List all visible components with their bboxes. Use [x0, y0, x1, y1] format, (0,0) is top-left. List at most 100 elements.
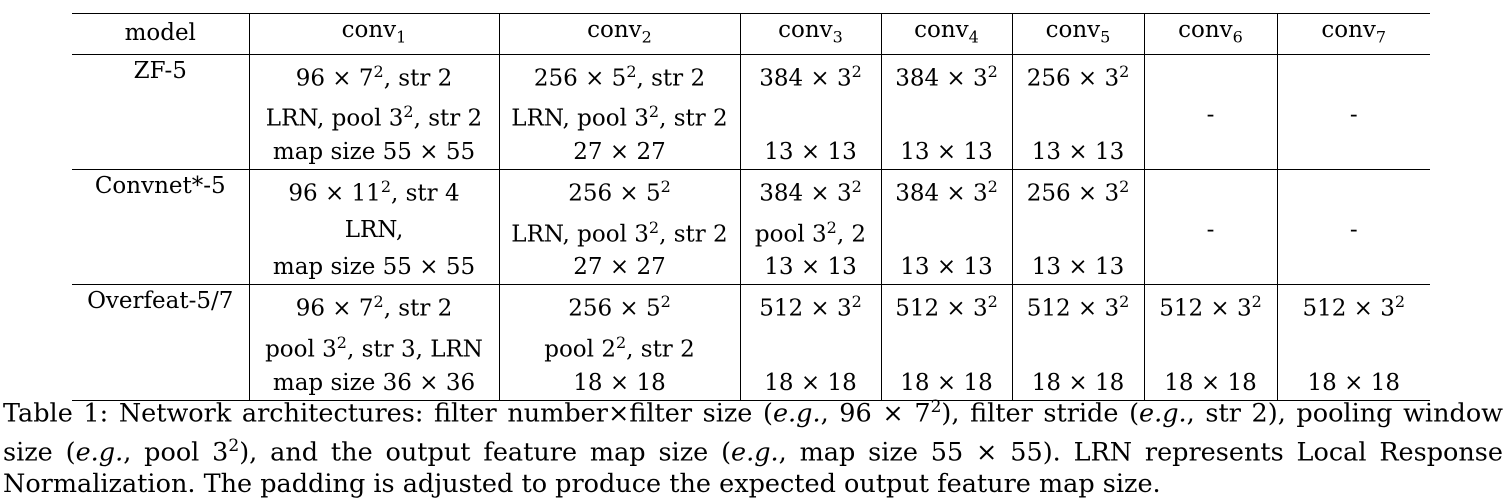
cell-superscript: 2	[626, 61, 637, 81]
cell-superscript: 2	[851, 176, 862, 196]
cell-conv4: 13 × 13	[880, 251, 1012, 285]
caption-text: Table 1: Network architectures: filter n…	[3, 398, 773, 429]
cell-conv4	[880, 210, 1012, 252]
cell-superscript: 2	[648, 102, 660, 122]
cell-conv1: map size 55 × 55	[248, 135, 499, 170]
cell-conv3: 18 × 18	[739, 366, 881, 401]
model-group-overfeat-5-7: Overfeat-5/7 96 × 72, str 2 256 × 52 512 × …	[72, 284, 1430, 401]
cell-conv5	[1011, 95, 1144, 136]
cell-text-suffix: , str 2	[636, 65, 706, 92]
table-row: LRN, LRN, pool 32, str 2 pool 32, 2--	[72, 210, 1430, 252]
cell-conv4	[880, 325, 1012, 367]
cell-text-suffix: , str 2	[383, 65, 453, 92]
cell-text: map size 55 × 55	[272, 138, 476, 165]
header-conv2: conv2	[498, 13, 740, 55]
cell-superscript: 2	[1119, 61, 1130, 81]
cell-conv1: 96 × 72, str 2	[248, 54, 499, 96]
table-row: pool 32, str 3, LRN pool 22, str 2	[72, 325, 1430, 367]
caption-text: , 96 × 7	[820, 398, 931, 429]
cell-text: 13 × 13	[1031, 254, 1125, 281]
caption-superscript: 2	[228, 435, 240, 456]
cell-conv6	[1143, 54, 1277, 96]
cell-conv1: LRN,	[248, 210, 499, 252]
header-subscript: 2	[641, 27, 652, 47]
cell-text: 96 × 11	[288, 180, 381, 207]
model-group-zf-5: ZF-5 96 × 72, str 2 256 × 52, str 2 384 × 3…	[72, 54, 1430, 170]
cell-text-suffix: , str 3, LRN	[346, 336, 483, 363]
cell-text: 13 × 13	[764, 138, 857, 165]
caption-text: , pool 3	[123, 437, 229, 467]
cell-conv7: 18 × 18	[1276, 366, 1430, 401]
cell-conv1: 96 × 112, str 4	[248, 169, 499, 211]
header-model: model	[124, 20, 196, 47]
cell-conv1: map size 55 × 55	[248, 251, 499, 285]
cell-conv3: 13 × 13	[739, 135, 881, 170]
cell-text: 384 × 3	[895, 180, 988, 207]
header-label: conv	[914, 17, 969, 43]
cell-text: 13 × 13	[1031, 138, 1125, 165]
table-row: map size 55 × 55 27 × 27 13 × 13 13 × 13 13 …	[72, 135, 1430, 170]
model-group-convnet-5: Convnet*-5 96 × 112, str 4 256 × 52 384 × 3…	[72, 169, 1430, 285]
cell-conv2: LRN, pool 32, str 2	[498, 95, 740, 136]
cell-conv2: 27 × 27	[498, 251, 740, 285]
cell-conv4: 512 × 32	[880, 284, 1012, 326]
architecture-table: model conv1 conv2 conv3 conv4 conv5 conv6 conv…	[72, 13, 1430, 401]
cell-superscript: 2	[1119, 176, 1130, 196]
cell-conv5: 13 × 13	[1011, 251, 1144, 285]
cell-conv7	[1276, 169, 1430, 211]
cell-conv3	[739, 325, 881, 367]
caption-text: ), and the output feature map size (	[239, 437, 732, 467]
caption-italic: e.g.	[1139, 398, 1187, 429]
cell-conv6	[1143, 169, 1277, 211]
cell-conv1: LRN, pool 32, str 2	[248, 95, 499, 136]
cell-superscript: 2	[373, 61, 384, 81]
caption-text: ), filter stride (	[941, 398, 1140, 429]
cell-superscript: 2	[373, 292, 384, 312]
cell-conv6: -	[1143, 210, 1277, 252]
cell-text: 18 × 18	[573, 369, 666, 396]
cell-conv7	[1276, 135, 1430, 170]
caption-italic: e.g.	[772, 398, 821, 429]
cell-conv3: 512 × 32	[739, 284, 881, 326]
cell-superscript: 2	[851, 61, 862, 81]
cell-conv7: 512 × 32	[1276, 284, 1430, 326]
cell-text: 384 × 3	[759, 180, 852, 207]
cell-text: 18 × 18	[1031, 369, 1125, 396]
header-label: conv	[587, 17, 642, 43]
header-label: conv	[1321, 17, 1376, 43]
cell-text: pool 3	[754, 221, 827, 248]
cell-text: 512 × 3	[1026, 295, 1120, 322]
table-row: LRN, pool 32, str 2 LRN, pool 32, str 2--	[72, 95, 1430, 136]
cell-conv1: 96 × 72, str 2	[248, 284, 499, 326]
cell-text: pool 2	[544, 336, 616, 363]
cell-superscript: 2	[1251, 292, 1262, 312]
cell-conv4: 18 × 18	[880, 366, 1012, 401]
cell-conv2: 18 × 18	[498, 366, 740, 401]
header-conv4: conv4	[880, 13, 1012, 55]
cell-conv6	[1143, 251, 1277, 285]
cell-superscript: 2	[1394, 292, 1406, 312]
cell-text: 96 × 7	[295, 65, 374, 92]
cell-superscript: 2	[648, 217, 660, 237]
table-row: map size 36 × 36 18 × 18 18 × 18 18 × 18 18 …	[72, 366, 1430, 401]
cell-conv4: 13 × 13	[880, 135, 1012, 170]
cell-conv6: 512 × 32	[1143, 284, 1277, 326]
cell-text: 96 × 7	[295, 295, 374, 322]
cell-conv6: -	[1143, 95, 1277, 136]
cell-text-suffix: , str 2	[659, 105, 728, 132]
cell-conv3: 384 × 32	[739, 169, 881, 211]
cell-superscript: 2	[380, 176, 391, 196]
header-label: conv	[1045, 17, 1101, 43]
cell-conv6	[1143, 325, 1277, 367]
cell-text-suffix: , str 2	[659, 221, 728, 248]
caption-text: , map size 55 × 55). LRN represents Loca…	[3, 437, 1503, 499]
cell-text: 384 × 3	[759, 65, 852, 92]
cell-conv4: 384 × 32	[880, 169, 1012, 211]
header-subscript: 1	[396, 27, 407, 47]
cell-text: 512 × 3	[1302, 295, 1395, 322]
header-subscript: 3	[832, 27, 843, 47]
cell-text: map size 36 × 36	[272, 369, 476, 396]
cell-text: 18 × 18	[900, 369, 993, 396]
cell-superscript: 2	[851, 292, 862, 312]
model-name: Convnet*-5	[94, 172, 226, 199]
